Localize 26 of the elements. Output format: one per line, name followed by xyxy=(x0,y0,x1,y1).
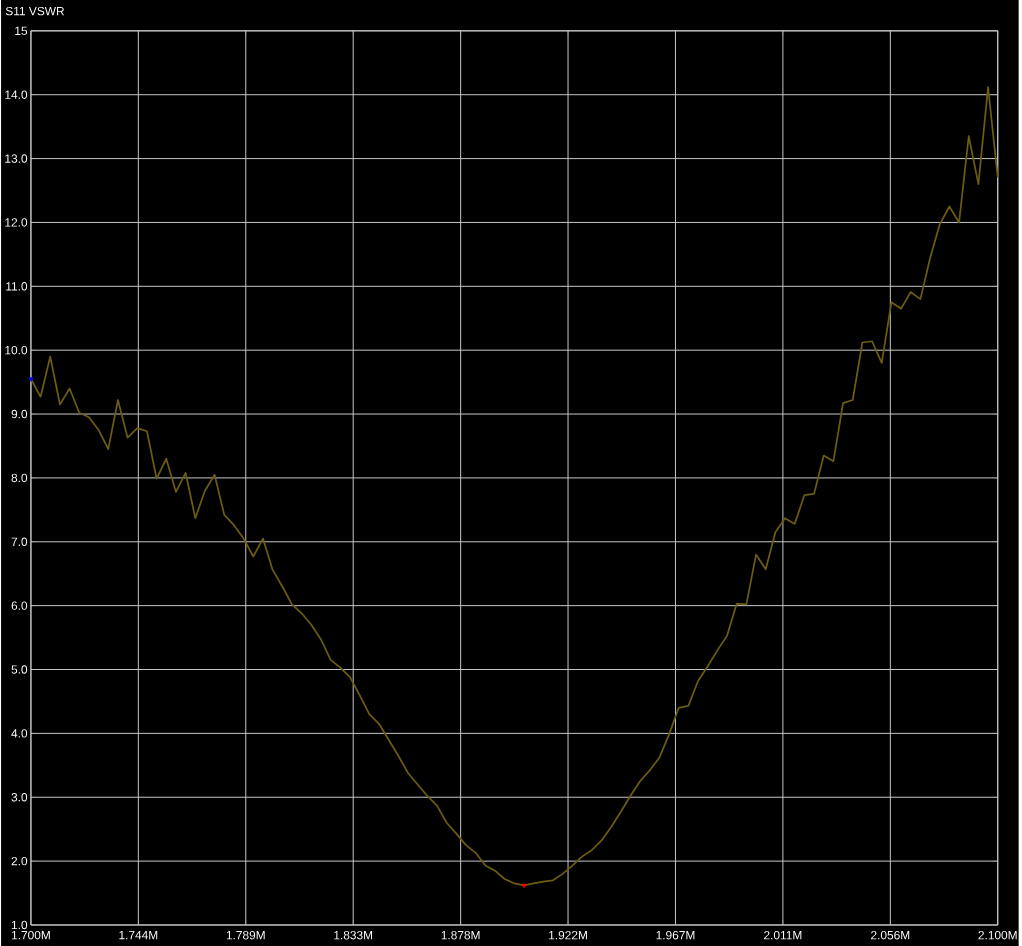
y-tick-label: 9.0 xyxy=(11,409,28,419)
x-tick-label: 2.011M xyxy=(764,931,802,940)
y-tick-label: 11.0 xyxy=(6,282,28,291)
y-tick-label: 10.0 xyxy=(5,346,28,355)
x-tick-label: 1.922M xyxy=(549,931,587,940)
y-tick-label: 4.0 xyxy=(11,729,28,738)
y-tick-label: 8.0 xyxy=(11,473,28,483)
y-tick-label: 6.0 xyxy=(11,601,28,610)
y-tick-label: 3.0 xyxy=(11,793,28,802)
x-tick-label: 1.833M xyxy=(334,931,373,940)
y-tick-label: 13.0 xyxy=(5,154,28,163)
x-tick-label: 2.056M xyxy=(871,931,910,940)
y-tick-label: 12.0 xyxy=(5,218,28,227)
x-tick-label: 1.878M xyxy=(441,931,480,940)
y-tick-label: 5.0 xyxy=(11,665,28,674)
chart-title: S11 VSWR xyxy=(5,6,65,16)
y-tick-label: 7.0 xyxy=(11,537,28,547)
y-tick-label: 14.0 xyxy=(5,90,28,99)
x-tick-label: 1.967M xyxy=(656,931,695,940)
y-tick-label: 2.0 xyxy=(11,856,28,866)
x-tick-label: 2.100M xyxy=(978,931,1017,940)
x-tick-label: 1.744M xyxy=(119,931,158,940)
x-tick-label: 1.789M xyxy=(226,931,265,940)
y-tick-label: 15 xyxy=(15,26,28,36)
x-tick-label: 1.700M xyxy=(11,931,50,940)
y-tick-label: 1.0 xyxy=(11,920,28,930)
